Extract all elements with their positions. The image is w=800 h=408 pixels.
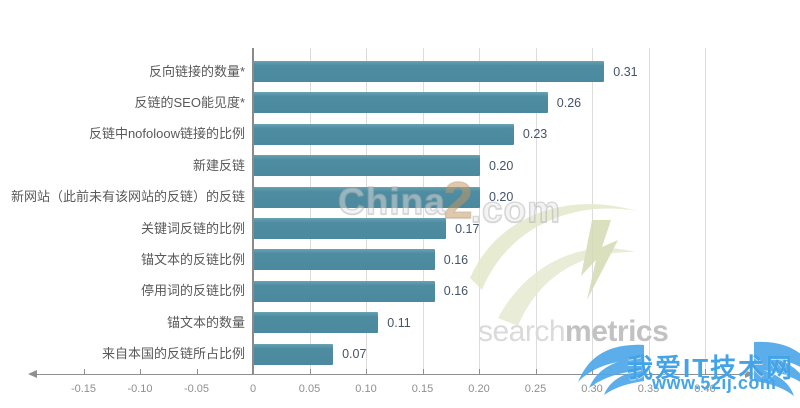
bar-category-label: 锚文本的反链比例 bbox=[140, 251, 245, 267]
bar-value-label: 0.31 bbox=[613, 64, 638, 79]
bar bbox=[254, 343, 334, 365]
bar-category-label: 新建反链 bbox=[192, 157, 245, 173]
bar-value-label: 0.23 bbox=[522, 127, 548, 142]
x-axis-tick bbox=[83, 368, 85, 375]
bar-value-label: 0.07 bbox=[342, 347, 367, 362]
bar-category-label: 新网站（此前未有该网站的反链）的反链 bbox=[10, 189, 245, 205]
x-axis-tick-label: -0.15 bbox=[70, 382, 97, 395]
x-axis-tick bbox=[705, 368, 706, 375]
bar-value-label: 0.11 bbox=[387, 315, 411, 330]
x-axis-tick-label: 0.25 bbox=[524, 382, 547, 395]
bar-category-label: 关键词反链的比例 bbox=[140, 220, 245, 236]
gridline bbox=[309, 48, 311, 374]
x-axis-tick-label: 0.40 bbox=[694, 382, 716, 395]
gridline bbox=[648, 48, 650, 374]
gridline bbox=[422, 48, 424, 374]
x-axis-tick-label: 0.10 bbox=[355, 382, 377, 395]
x-axis-tick bbox=[366, 368, 367, 375]
x-axis-tick-label: 0.15 bbox=[411, 382, 434, 395]
bar bbox=[254, 61, 605, 82]
bar-value-label: 0.20 bbox=[489, 158, 514, 173]
bar-category-label: 反链中nofoloow链接的比例 bbox=[88, 126, 245, 142]
watermark-52ij-title: 我爱IT技术网 bbox=[627, 353, 795, 383]
gridline bbox=[705, 48, 706, 374]
bar bbox=[254, 249, 435, 271]
x-axis-tick bbox=[309, 368, 311, 375]
x-axis-tick-label: -0.05 bbox=[183, 382, 210, 395]
x-axis-tick bbox=[422, 368, 424, 375]
bar-category-label: 锚文本的数量 bbox=[166, 314, 245, 330]
bar bbox=[254, 280, 435, 302]
x-axis-tick-label: 0 bbox=[249, 382, 257, 395]
bar bbox=[254, 155, 480, 177]
x-axis-arrow-right-icon bbox=[745, 370, 754, 378]
x-axis-tick-label: 0.30 bbox=[581, 382, 603, 395]
x-axis-tick bbox=[479, 368, 480, 375]
x-axis-tick bbox=[648, 368, 650, 375]
y-axis-zero-line bbox=[252, 48, 254, 374]
x-axis-arrow-left-icon bbox=[28, 370, 37, 378]
bar bbox=[254, 123, 514, 145]
x-axis-tick bbox=[535, 368, 537, 375]
bar bbox=[254, 218, 447, 239]
x-axis-tick bbox=[140, 368, 141, 375]
bar-category-label: 来自本国的反链所占比例 bbox=[101, 346, 245, 362]
bar-value-label: 0.17 bbox=[455, 221, 480, 236]
gridline bbox=[592, 48, 593, 374]
x-axis-tick-label: 0.35 bbox=[637, 382, 660, 395]
x-axis-tick bbox=[253, 368, 254, 375]
watermark-searchmetrics: searchmetrics bbox=[478, 315, 669, 349]
bar-category-label: 停用词的反链比例 bbox=[140, 283, 245, 299]
bar-value-label: 0.16 bbox=[443, 252, 469, 267]
x-axis bbox=[36, 373, 746, 375]
x-axis-tick-label: 0.05 bbox=[298, 382, 321, 395]
bar-value-label: 0.20 bbox=[489, 190, 514, 205]
searchmetrics-word2: metrics bbox=[565, 315, 669, 348]
wing-icon-right bbox=[754, 341, 800, 396]
x-axis-tick-label: -0.10 bbox=[127, 382, 153, 395]
bar-category-label: 反链的SEO能见度* bbox=[134, 94, 245, 110]
bar bbox=[254, 312, 379, 334]
x-axis-tick-label: 0.20 bbox=[468, 382, 490, 395]
gridline bbox=[366, 48, 367, 374]
bar bbox=[254, 92, 548, 114]
x-axis-tick bbox=[196, 368, 198, 375]
x-axis-tick bbox=[592, 368, 593, 375]
searchmetrics-logo-icon bbox=[470, 204, 637, 326]
bar-value-label: 0.16 bbox=[443, 284, 469, 299]
bar-value-label: 0.26 bbox=[556, 95, 582, 110]
bar bbox=[254, 186, 480, 208]
bar-category-label: 反向链接的数量* bbox=[148, 63, 245, 79]
chinaz-text-com: .com bbox=[470, 189, 562, 231]
searchmetrics-word1: search bbox=[478, 315, 566, 348]
